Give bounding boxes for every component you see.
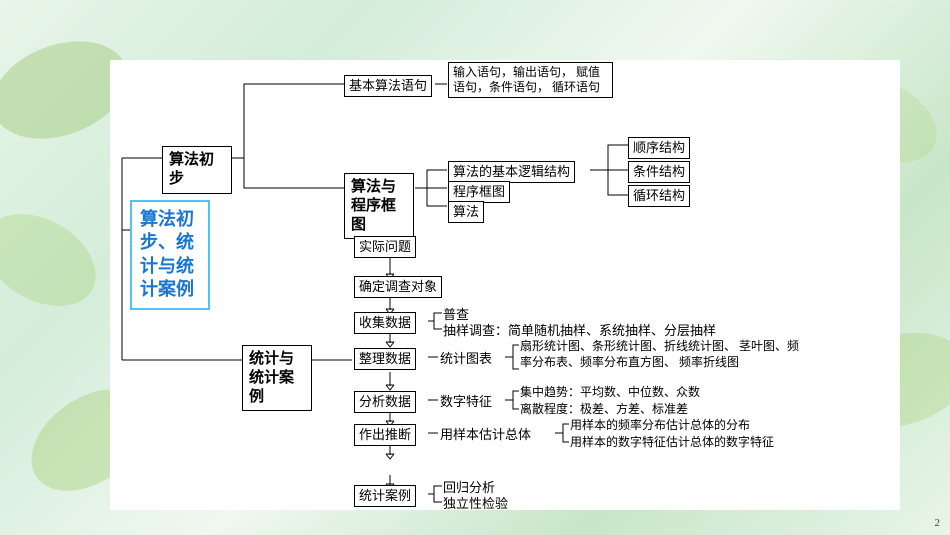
step5-mid: 数字特征 (440, 393, 492, 411)
step1-node: 实际问题 (354, 236, 416, 258)
diagram-panel: 算法初步、统计与统计案例 算法初步 基本算法语句 输入语句，输出语句， 赋值语句… (110, 60, 900, 510)
root-node: 算法初步、统计与统计案例 (130, 200, 210, 310)
step5-label: 分析数据 (359, 394, 411, 409)
step3-label: 收集数据 (359, 315, 411, 330)
basic-stmt-detail-node: 输入语句，输出语句， 赋值语句，条件语句， 循环语句 (448, 62, 613, 98)
step2-node: 确定调查对象 (354, 276, 442, 298)
step6-opt1: 用样本的频率分布估计总体的分布 (570, 417, 750, 433)
flowchart-label: 程序框图 (453, 184, 505, 199)
branch2-label: 统计与统计案例 (249, 351, 294, 405)
step7-node: 统计案例 (354, 485, 416, 507)
page-number: 2 (935, 517, 941, 529)
algorithm-node: 算法 (448, 201, 484, 223)
flowchart-node: 程序框图 (448, 181, 510, 203)
step6-opt2: 用样本的数字特征估计总体的数字特征 (570, 434, 774, 450)
step4-mid: 统计图表 (440, 350, 492, 368)
step3-opt2: 抽样调查：简单随机抽样、系统抽样、分层抽样 (443, 322, 716, 340)
step1-label: 实际问题 (359, 239, 411, 254)
step4-label: 整理数据 (359, 351, 411, 366)
cond-struct-node: 条件结构 (628, 161, 690, 183)
cond-struct-label: 条件结构 (633, 164, 685, 179)
logic-struct-label: 算法的基本逻辑结构 (453, 164, 570, 179)
branch1-label: 算法初步 (169, 152, 214, 187)
step5-node: 分析数据 (354, 391, 416, 413)
step2-label: 确定调查对象 (359, 279, 437, 294)
step6-label: 作出推断 (359, 427, 411, 442)
step7-opt1: 回归分析 (443, 479, 495, 497)
step7-opt2: 独立性检验 (443, 495, 508, 513)
step3-opt1: 普查 (443, 306, 469, 324)
step6-node: 作出推断 (354, 424, 416, 446)
step4-node: 整理数据 (354, 348, 416, 370)
seq-struct-label: 顺序结构 (633, 140, 685, 155)
step5-opt2: 离散程度：极差、方差、标准差 (520, 401, 688, 417)
step6-mid: 用样本估计总体 (440, 426, 531, 444)
basic-stmt-node: 基本算法语句 (344, 75, 432, 97)
step7-label: 统计案例 (359, 488, 411, 503)
seq-struct-node: 顺序结构 (628, 137, 690, 159)
algorithm-label: 算法 (453, 204, 479, 219)
step3-node: 收集数据 (354, 312, 416, 334)
step5-opt1: 集中趋势：平均数、中位数、众数 (520, 384, 700, 400)
basic-stmt-detail: 输入语句，输出语句， 赋值语句，条件语句， 循环语句 (453, 65, 600, 94)
algo-flow-label: 算法与程序框图 (351, 179, 396, 233)
loop-struct-node: 循环结构 (628, 185, 690, 207)
algo-flow-node: 算法与程序框图 (344, 173, 414, 239)
branch2-node: 统计与统计案例 (242, 345, 312, 411)
logic-struct-node: 算法的基本逻辑结构 (448, 161, 575, 183)
step4-detail: 扇形统计图、条形统计图、折线统计图、 茎叶图、频率分布表、频率分布直方图、 频率… (520, 338, 810, 370)
root-label: 算法初步、统计与统计案例 (140, 209, 194, 299)
branch1-node: 算法初步 (162, 146, 232, 194)
loop-struct-label: 循环结构 (633, 188, 685, 203)
basic-stmt-label: 基本算法语句 (349, 78, 427, 93)
